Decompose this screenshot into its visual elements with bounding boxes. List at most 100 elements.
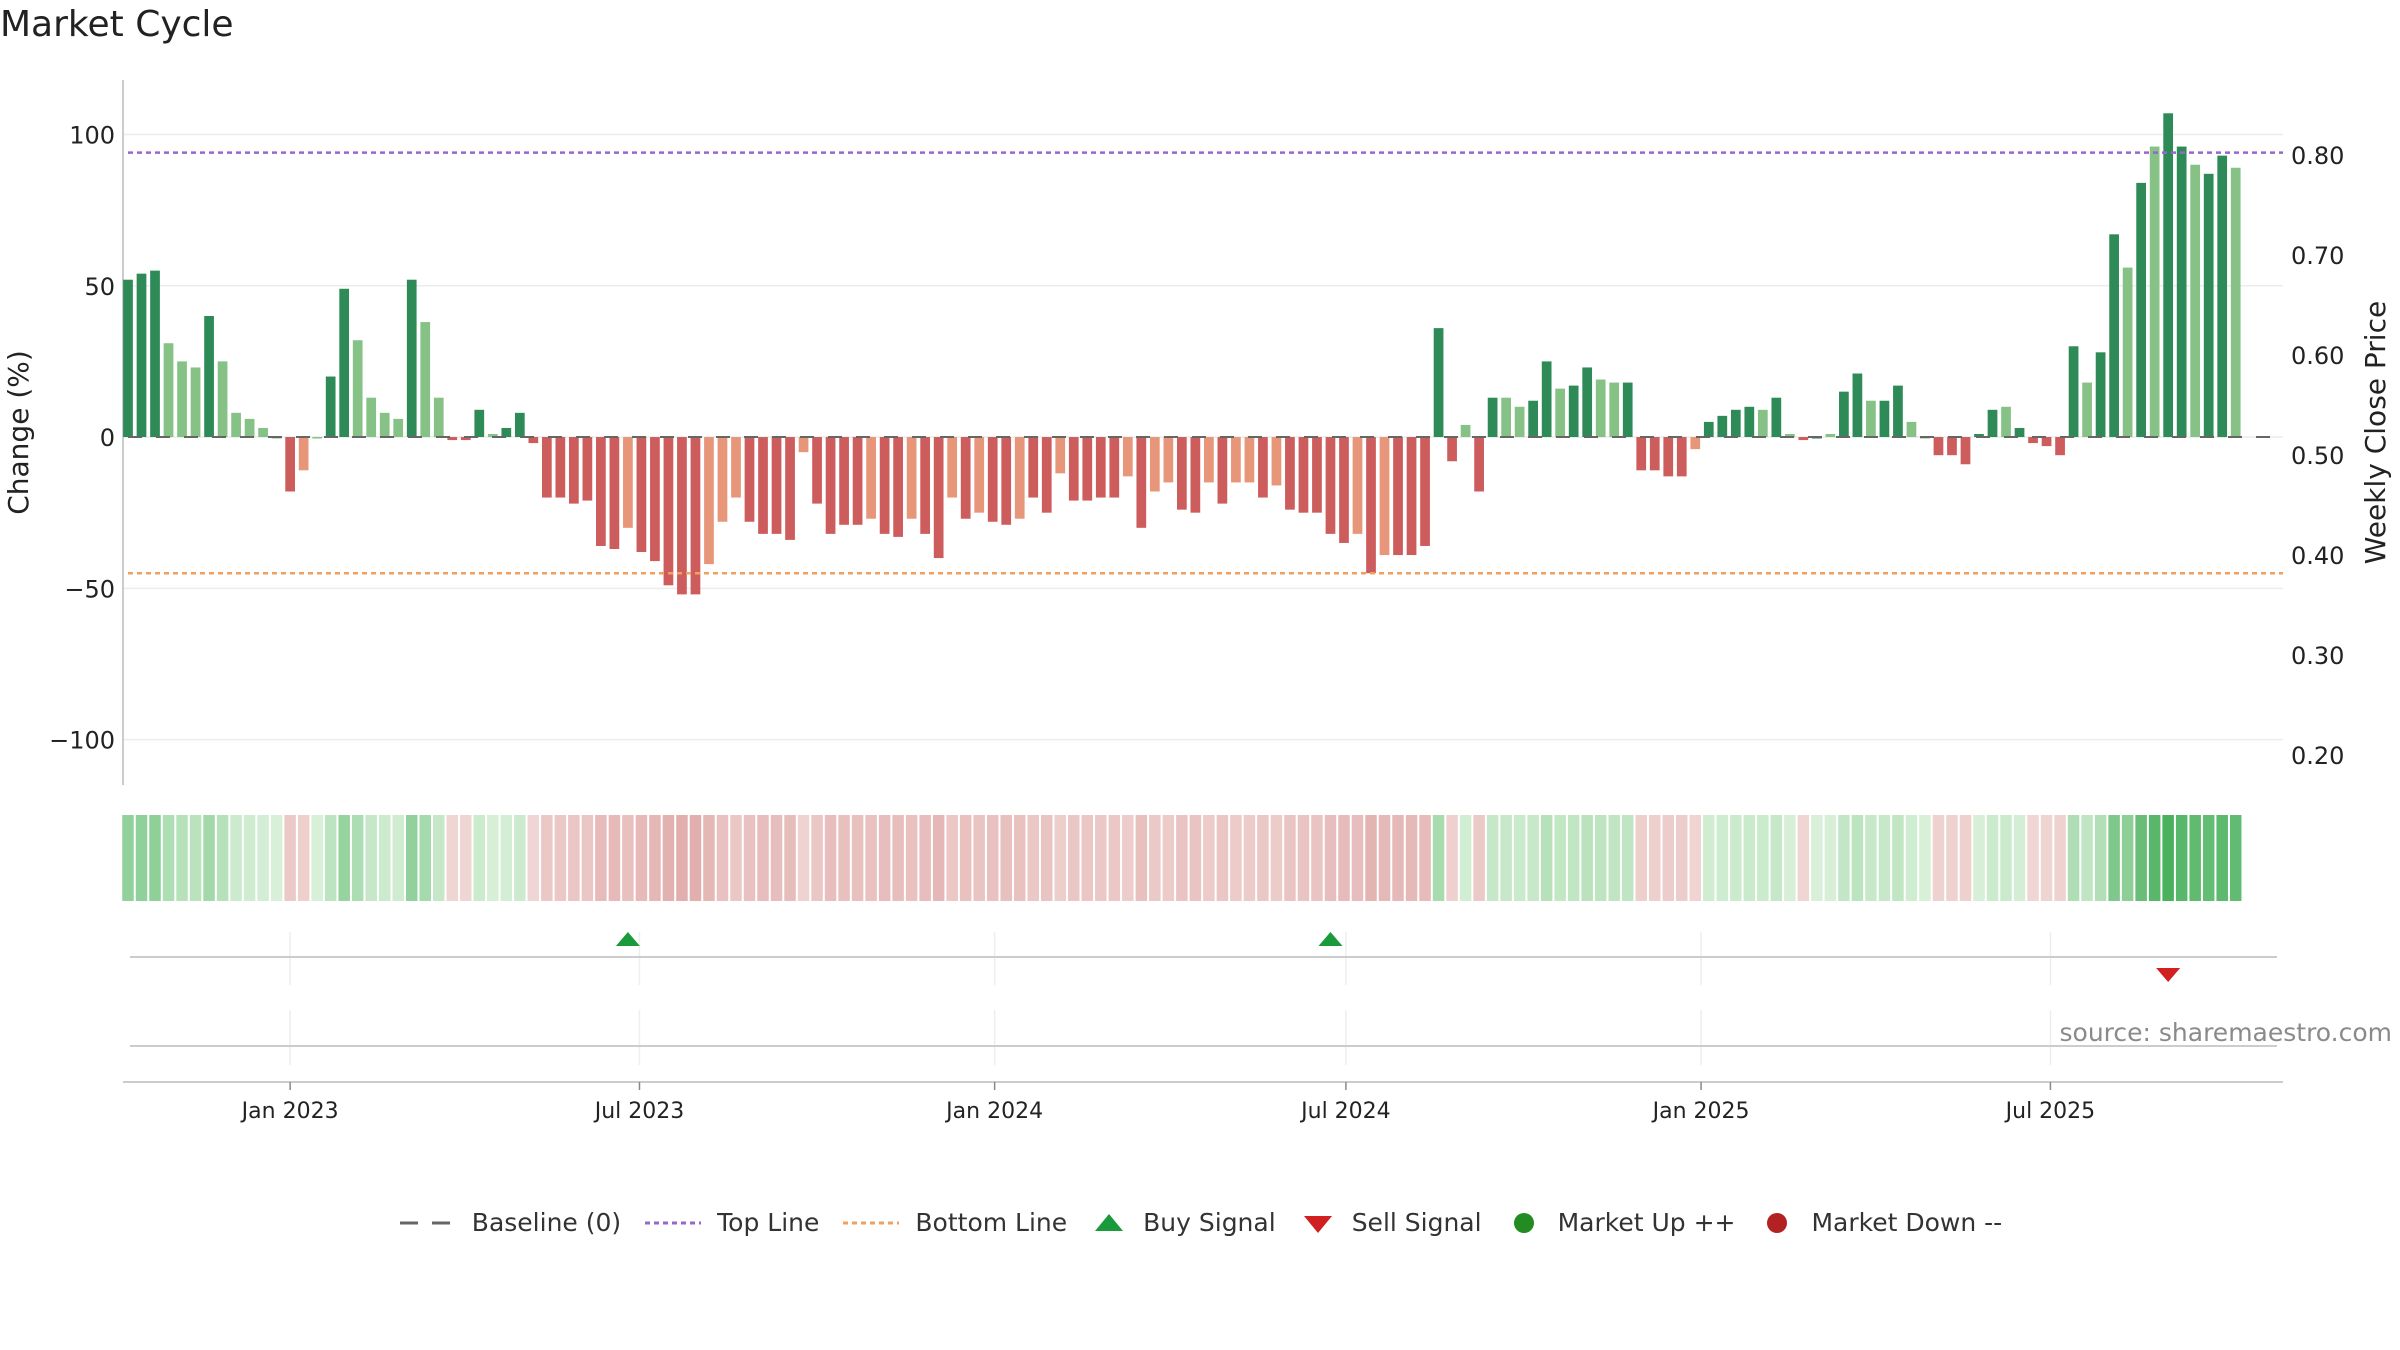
heat-cell: [973, 815, 985, 901]
heat-cell: [1473, 815, 1485, 901]
legend-top-line-swatch: [645, 1221, 702, 1224]
bar: [339, 288, 350, 438]
heat-cell: [1527, 815, 1539, 901]
bar: [1447, 437, 1457, 462]
bar: [366, 397, 377, 438]
buy-signal-marker: [615, 932, 640, 946]
x-tick-label: Jan 2025: [1651, 1099, 1750, 1124]
bar: [1528, 400, 1539, 438]
heat-cell: [1203, 815, 1215, 901]
heat-cell: [1770, 815, 1783, 901]
heat-cell: [595, 815, 607, 901]
heat-cell: [122, 815, 134, 901]
heat-cell: [2202, 815, 2215, 901]
heat-cell: [487, 815, 499, 901]
bar: [244, 418, 255, 438]
heat-cell: [838, 815, 850, 901]
heat-cell: [1648, 815, 1661, 901]
bar: [1893, 385, 1903, 438]
heat-cell: [514, 815, 526, 901]
bar: [974, 437, 985, 513]
heat-cell: [365, 815, 377, 901]
heat-cell: [1040, 815, 1053, 901]
heat-cell: [1716, 815, 1729, 901]
heat-cell: [662, 815, 675, 901]
heat-cell: [162, 815, 175, 901]
bar: [1784, 434, 1795, 438]
heat-cell: [1689, 815, 1702, 901]
bar: [2149, 146, 2160, 438]
bar: [474, 409, 485, 438]
bar: [541, 437, 552, 498]
bar: [528, 437, 539, 444]
bar: [1352, 437, 1363, 534]
bar: [866, 437, 876, 519]
heat-cell: [1540, 815, 1553, 901]
x-tick-label: Jul 2023: [593, 1099, 685, 1124]
legend-item-market-down: Market Down --: [1757, 1208, 2002, 1237]
bar: [150, 270, 160, 438]
heat-cell: [811, 815, 823, 901]
x-tick-label: Jul 2025: [2004, 1099, 2096, 1124]
bar: [1001, 437, 1012, 525]
bar: [2136, 182, 2146, 438]
bar: [1568, 385, 1579, 438]
heat-cell: [311, 815, 323, 901]
buy-signal-marker: [1318, 932, 1343, 946]
heat-cell: [392, 815, 404, 901]
heat-cell: [284, 815, 296, 901]
bar: [1379, 437, 1390, 556]
bar: [433, 397, 444, 438]
bar: [487, 434, 498, 438]
bar: [1636, 437, 1647, 471]
heat-cell: [1270, 815, 1283, 901]
bar: [1663, 437, 1674, 477]
heat-cell: [1554, 815, 1566, 901]
heat-cell: [1000, 815, 1012, 901]
bar: [1163, 437, 1174, 483]
bar: [406, 279, 417, 438]
bar: [2028, 437, 2038, 444]
bar: [2041, 437, 2052, 447]
bar: [812, 437, 822, 504]
bar: [217, 361, 228, 438]
heat-cell: [2108, 815, 2120, 901]
heat-cell: [1446, 815, 1458, 901]
bar: [1028, 437, 1039, 498]
bar: [1676, 437, 1687, 477]
heat-cell: [297, 815, 310, 901]
heat-cell: [338, 815, 350, 901]
y2-tick-label: 0.50: [2291, 442, 2344, 470]
heat-cell: [1054, 815, 1067, 901]
heat-cell: [1284, 815, 1296, 901]
bar: [1487, 397, 1498, 438]
bar: [785, 437, 795, 540]
heat-cell: [176, 815, 188, 901]
y2-axis-title: Weekly Close Price: [2359, 301, 2392, 564]
heat-cell: [878, 815, 891, 901]
heat-cell: [1135, 815, 1148, 901]
heat-cell: [446, 815, 459, 901]
bar: [1420, 437, 1430, 546]
heat-cell: [216, 815, 229, 901]
bar: [1987, 409, 1998, 438]
legend-label-buy-signal: Buy Signal: [1143, 1208, 1276, 1237]
heat-cell: [716, 815, 729, 901]
heat-cell: [1567, 815, 1580, 901]
bar: [1082, 437, 1093, 501]
heat-cell: [1905, 815, 1918, 901]
heat-cell: [959, 815, 972, 901]
heat-cell: [784, 815, 796, 901]
bar: [1852, 373, 1863, 438]
bar: [2176, 146, 2187, 438]
y-tick-label: 100: [69, 121, 115, 149]
source-label: source: sharemaestro.com: [2059, 1018, 2393, 1047]
bar: [906, 437, 917, 519]
heat-cell: [2121, 815, 2134, 901]
legend-label-sell-signal: Sell Signal: [1351, 1208, 1482, 1237]
heat-cell: [1635, 815, 1647, 901]
heat-cell: [689, 815, 702, 901]
heat-cell: [405, 815, 418, 901]
triangle-up-icon: [1095, 1213, 1124, 1231]
